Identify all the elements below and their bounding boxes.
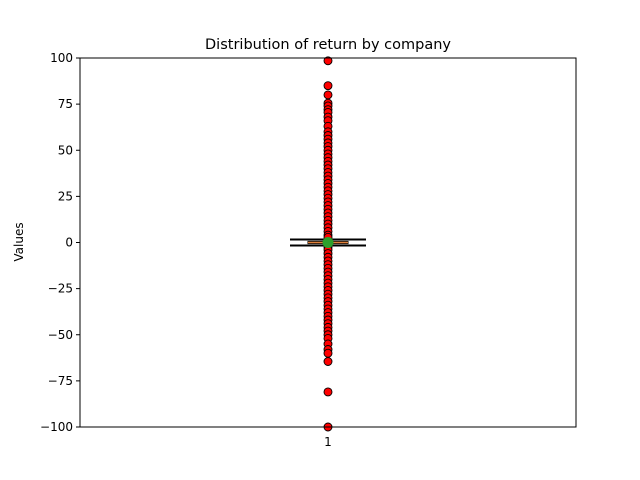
x-tick-label: 1 — [324, 435, 332, 449]
outlier-point — [323, 90, 333, 100]
y-tick-label: 25 — [58, 189, 73, 203]
plot-area-frame — [79, 57, 577, 428]
y-axis-ticks: −100 −75 −50 −25 0 25 50 75 100 — [40, 51, 80, 434]
y-tick-label: −100 — [40, 420, 73, 434]
outlier-point — [323, 387, 333, 397]
y-tick-label: 50 — [58, 143, 73, 157]
outlier-point — [323, 56, 333, 66]
y-axis-label: Values — [12, 222, 26, 261]
y-tick-label: −75 — [48, 374, 73, 388]
y-tick-label: 100 — [50, 51, 73, 65]
outlier-point — [323, 357, 333, 366]
y-tick-label: −50 — [48, 328, 73, 342]
y-tick-label: −25 — [48, 282, 73, 296]
chart-title: Distribution of return by company — [205, 37, 451, 53]
outlier-point — [323, 81, 333, 91]
outlier-point — [323, 348, 333, 358]
y-tick-label: 75 — [58, 97, 73, 111]
mean-marker — [322, 237, 334, 248]
y-tick-label: 0 — [65, 236, 73, 250]
plot-content — [290, 56, 366, 432]
